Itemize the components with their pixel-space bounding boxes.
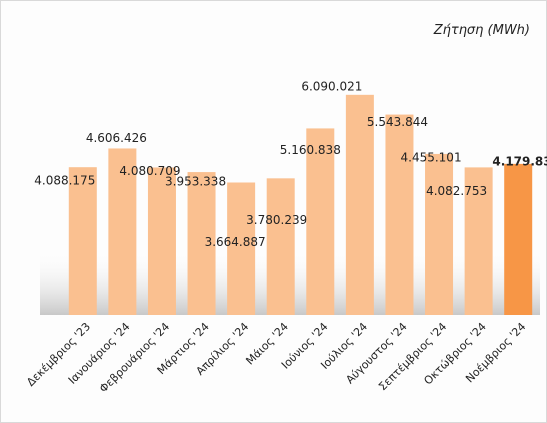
bar <box>147 167 176 315</box>
data-label: 3.953.338 <box>165 175 226 189</box>
data-label: 4.455.101 <box>401 150 462 164</box>
bar <box>425 153 454 315</box>
bar <box>187 172 216 315</box>
bar <box>68 167 97 315</box>
chart-title: Ζήτηση (MWh) <box>433 23 530 38</box>
data-label: 5.543.844 <box>367 115 428 129</box>
data-label: 5.160.838 <box>280 143 341 157</box>
bar <box>464 167 493 315</box>
bar <box>504 163 533 315</box>
data-label: 3.664.887 <box>205 235 266 249</box>
bar <box>266 178 295 315</box>
data-label: 4.088.175 <box>34 174 95 188</box>
data-label: 4.606.426 <box>86 131 147 145</box>
data-label: 6.090.021 <box>301 79 362 93</box>
bar <box>306 128 335 315</box>
bar <box>108 148 137 315</box>
bar <box>227 182 256 315</box>
bar <box>385 114 414 315</box>
data-label: 3.780.239 <box>246 213 307 227</box>
data-label: 4.080.709 <box>119 164 180 178</box>
bar <box>345 94 374 315</box>
data-label: 4.179.830 <box>492 154 547 168</box>
data-label: 4.082.753 <box>426 184 487 198</box>
